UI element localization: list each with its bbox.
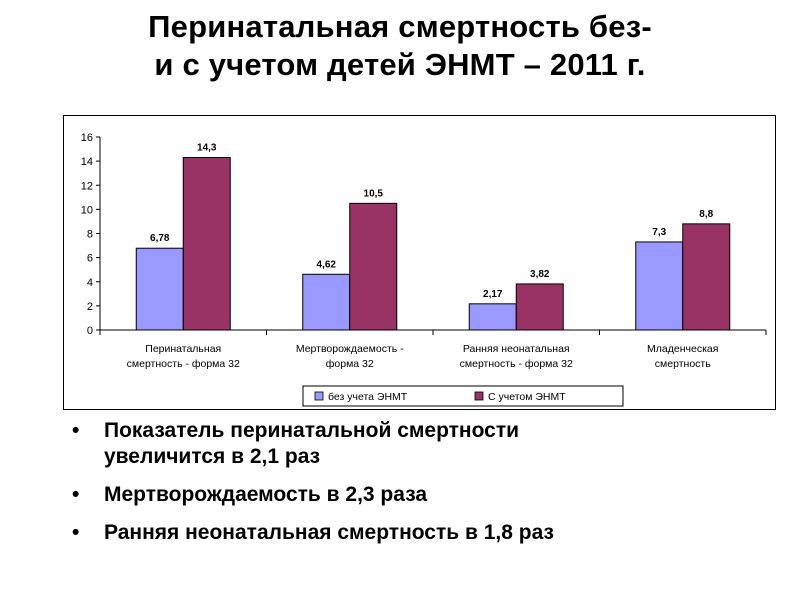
bar: [468, 303, 517, 331]
data-label: 14,3: [197, 143, 217, 154]
y-tick-label: 6: [87, 253, 93, 265]
bullet-item-3: • Ранняя неонатальная смертность в 1,8 р…: [72, 520, 772, 546]
y-tick-label: 16: [81, 132, 93, 144]
bullet-item-1: • Показатель перинатальной смертности ув…: [72, 418, 772, 470]
bar: [182, 157, 231, 331]
x-category-label: Ранняя неонатальная: [463, 343, 570, 355]
x-category-label: Младенческая: [647, 343, 718, 355]
slide-title-line-1: Перинатальная смертность без-: [148, 9, 652, 44]
x-category-label: форма 32: [326, 358, 374, 370]
legend-swatch: [314, 391, 324, 401]
y-tick-label: 10: [81, 204, 93, 216]
bar: [302, 273, 351, 331]
bar: [135, 247, 184, 331]
slide-title: Перинатальная смертность без- и с учетом…: [0, 8, 800, 84]
x-category-label: смертность - форма 32: [460, 358, 573, 370]
bullet-1-line-2: увеличится в 2,1 раз: [104, 445, 321, 468]
y-tick-label: 0: [87, 325, 93, 337]
bar: [682, 223, 731, 331]
data-label: 2,17: [483, 289, 503, 300]
y-tick-label: 14: [81, 156, 93, 168]
bullet-2-text: Мертворождаемость в 2,3 раза: [104, 483, 428, 506]
bullet-marker: •: [72, 483, 80, 506]
data-label: 7,3: [652, 227, 666, 238]
bullet-3-text: Ранняя неонатальная смертность в 1,8 раз: [104, 521, 554, 544]
legend-swatch: [474, 391, 484, 401]
bar: [635, 241, 684, 331]
data-label: 10,5: [364, 188, 384, 199]
x-category-label: смертность: [655, 358, 711, 370]
y-tick-label: 12: [81, 180, 93, 192]
bar: [349, 202, 398, 331]
bar-chart: 0 2 4 6 8 10 12 14 16 6,78 14,3 Перинатальная смертн…: [63, 115, 776, 410]
bar: [515, 283, 564, 331]
data-label: 3,82: [530, 269, 550, 280]
bullet-list: • Показатель перинатальной смертности ув…: [72, 418, 772, 558]
data-label: 6,78: [150, 233, 170, 244]
x-category-label: Перинатальная: [145, 343, 221, 355]
y-tick-label: 4: [87, 277, 93, 289]
bullet-item-2: • Мертворождаемость в 2,3 раза: [72, 482, 772, 508]
data-label: 8,8: [699, 209, 713, 220]
legend-box: [302, 385, 624, 407]
bullet-marker: •: [72, 521, 80, 544]
bar-chart-svg: 0 2 4 6 8 10 12 14 16 6,78 14,3 Перинатальная смертн…: [63, 115, 776, 410]
bullet-1-line-1: Показатель перинатальной смертности: [104, 419, 520, 442]
data-label: 4,62: [317, 259, 337, 270]
bullet-marker: •: [72, 419, 80, 442]
x-category-label: смертность - форма 32: [127, 358, 240, 370]
x-category-label: Мертворождаемость -: [296, 343, 404, 355]
legend-label: С учетом ЭНМТ: [488, 391, 566, 403]
slide-title-line-2: и с учетом детей ЭНМТ – 2011 г.: [154, 47, 646, 82]
y-tick-label: 2: [87, 301, 93, 313]
y-tick-label: 8: [87, 229, 93, 241]
legend-label: без учета ЭНМТ: [328, 391, 408, 403]
